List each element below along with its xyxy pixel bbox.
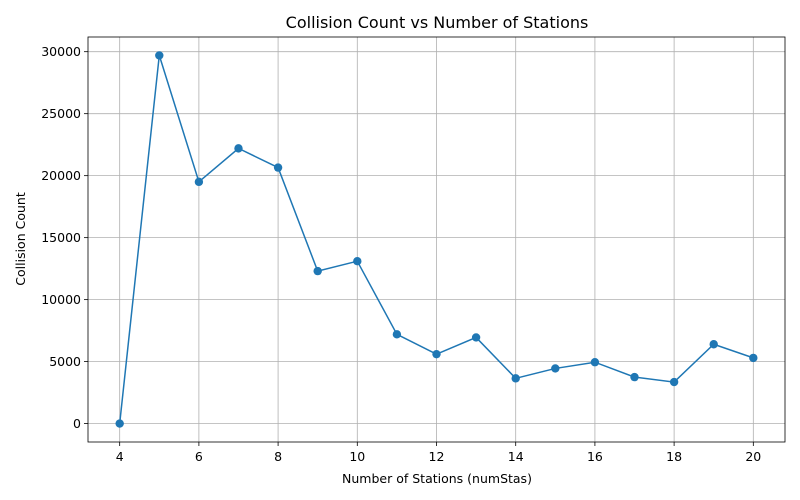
x-tick-label: 4	[116, 449, 124, 464]
x-axis: 4 6 8 10 12 14 16 18 20	[116, 442, 761, 464]
data-point	[709, 340, 718, 349]
y-tick-label: 25000	[41, 106, 81, 121]
data-point	[273, 163, 283, 172]
y-tick-label: 0	[73, 416, 81, 431]
grid-lines	[88, 37, 785, 442]
data-point	[234, 144, 243, 153]
data-point	[630, 372, 639, 382]
chart-title: Collision Count vs Number of Stations	[286, 13, 589, 32]
data-point	[471, 333, 481, 342]
x-tick-label: 14	[508, 449, 524, 464]
x-tick-label: 12	[429, 449, 445, 464]
x-tick-label: 8	[274, 449, 282, 464]
data-point	[432, 349, 441, 359]
x-tick-label: 16	[587, 449, 603, 464]
y-tick-label: 30000	[41, 44, 81, 59]
data-point	[313, 266, 322, 276]
data-point	[749, 353, 758, 363]
y-axis: 0 5000 10000 15000 20000 25000 30000	[41, 44, 88, 431]
data-point	[511, 374, 520, 383]
y-tick-label: 5000	[49, 354, 81, 369]
x-tick-label: 18	[666, 449, 682, 464]
x-tick-label: 10	[349, 449, 365, 464]
plot-area	[115, 51, 758, 428]
x-axis-label: Number of Stations (numStas)	[342, 471, 532, 486]
y-tick-label: 15000	[41, 230, 81, 245]
data-point	[353, 256, 362, 266]
x-tick-label: 20	[745, 449, 761, 464]
data-point	[155, 51, 164, 60]
data-point	[115, 419, 124, 428]
data-point	[669, 377, 679, 387]
y-axis-label: Collision Count	[13, 192, 28, 286]
data-point	[551, 364, 560, 373]
x-tick-label: 6	[195, 449, 203, 464]
y-tick-label: 20000	[41, 168, 81, 183]
data-point	[590, 358, 600, 367]
data-point	[194, 177, 204, 187]
y-tick-label: 10000	[41, 292, 81, 307]
data-point	[392, 330, 402, 339]
